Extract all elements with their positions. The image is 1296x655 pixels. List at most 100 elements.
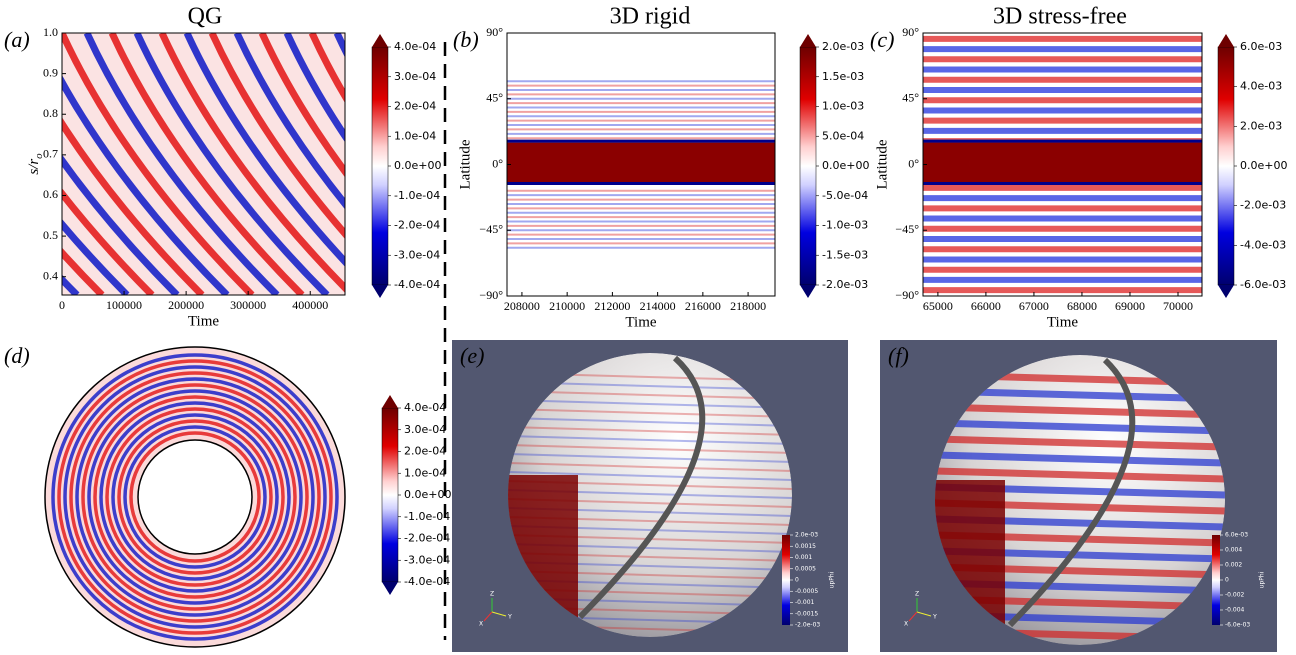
panel-label: (e) xyxy=(460,343,484,368)
colorbar-tick-label: -6.0e-03 xyxy=(1225,622,1250,629)
stripe xyxy=(62,188,155,295)
ring xyxy=(87,389,303,605)
y-tick-label: −45° xyxy=(895,222,919,236)
axis-glyph-label: Y xyxy=(507,614,512,621)
colorbar-tick-label: 0.0005 xyxy=(795,565,816,572)
ring xyxy=(81,383,309,611)
ring xyxy=(63,365,327,629)
colorbar-label: upPhi xyxy=(829,571,836,588)
plot-frame xyxy=(61,32,346,296)
colorbar-tick-label: 1.5e-03 xyxy=(822,70,864,83)
colorbar-tick-label: 4.0e-03 xyxy=(1240,80,1282,93)
colorbar-tick-label: -1.0e-04 xyxy=(404,510,450,523)
colorbar xyxy=(1212,535,1220,625)
meridian xyxy=(1007,357,1136,628)
stripe xyxy=(0,33,27,295)
y-axis-label-main: s/r xyxy=(26,159,42,175)
stripe xyxy=(62,247,105,295)
colorbar-tick-label: -0.002 xyxy=(1225,592,1245,599)
x-axis-label: Time xyxy=(625,314,656,330)
colorbar-tick-label: 4.0e-04 xyxy=(404,401,446,414)
stripe xyxy=(208,33,345,239)
stripe xyxy=(133,33,330,295)
panel-label: (f) xyxy=(888,343,909,368)
y-tick-label: 90° xyxy=(486,25,503,39)
colorbar-tick-label: -2.0e-03 xyxy=(822,278,868,291)
colorbar xyxy=(381,407,399,583)
y-axis-label-sub: o xyxy=(33,153,45,159)
panel-label: (b) xyxy=(453,27,479,52)
colorbar xyxy=(799,46,817,286)
stripe xyxy=(62,74,230,295)
x-tick-label: 65000 xyxy=(923,299,953,313)
x-tick-label: 200000 xyxy=(168,298,204,312)
colorbar-tick-label: 2.0e-03 xyxy=(822,40,864,53)
colorbar-tick-label: 3.0e-04 xyxy=(394,70,436,83)
x-tick-label: 212000 xyxy=(594,299,630,313)
axis-glyph xyxy=(908,611,918,622)
colorbar-tick-label: 6.0e-03 xyxy=(1240,40,1282,53)
band xyxy=(935,451,1225,467)
colorbar-tick-label: -2.0e-03 xyxy=(1240,199,1286,212)
colorbar-tick-label: 2.0e-04 xyxy=(394,100,436,113)
field xyxy=(0,33,345,295)
band xyxy=(508,417,792,427)
x-tick-label: 208000 xyxy=(504,299,540,313)
colorbar-tick-label: 0.0015 xyxy=(795,543,816,550)
y-tick-label: 90° xyxy=(902,25,919,39)
colorbar-tick-label: 3.0e-04 xyxy=(404,423,446,436)
ring xyxy=(99,401,291,593)
y-tick-label: 0.6 xyxy=(43,187,58,201)
stripe xyxy=(0,33,2,295)
colorbar xyxy=(371,46,389,286)
x-tick-label: 300000 xyxy=(230,298,266,312)
colorbar-tick-label: -0.0015 xyxy=(795,610,818,617)
x-tick-label: 100000 xyxy=(106,298,142,312)
colorbar-tick-label: -3.0e-04 xyxy=(404,553,450,566)
band xyxy=(508,462,792,472)
colorbar xyxy=(782,535,790,625)
colorbar-extend xyxy=(1218,34,1234,47)
band xyxy=(508,399,792,409)
colorbar-tick-label: -1.5e-03 xyxy=(822,248,868,261)
field xyxy=(923,33,1202,296)
colorbar-tick-label: 1.0e-04 xyxy=(394,129,436,142)
x-tick-label: 216000 xyxy=(685,299,721,313)
x-tick-label: 214000 xyxy=(640,299,676,313)
stripe xyxy=(283,33,345,143)
colorbar-tick-label: 0 xyxy=(795,577,799,584)
colorbar-extend xyxy=(372,34,388,47)
colorbar-tick-label: 0.0e+00 xyxy=(404,488,451,501)
colorbar-extend xyxy=(372,285,388,298)
colorbar-extend xyxy=(800,285,816,298)
colorbar-tick-label: 1.0e-04 xyxy=(404,466,446,479)
ring xyxy=(57,359,333,635)
axis-glyph xyxy=(491,611,507,617)
stripe xyxy=(62,117,205,295)
colorbar-tick-label: -1.0e-03 xyxy=(822,219,868,232)
colorbar-label: upPhi xyxy=(1259,571,1266,588)
x-axis-label: Time xyxy=(188,313,219,329)
y-axis-label: s/ro xyxy=(26,153,44,175)
band xyxy=(508,471,792,481)
y-tick-label: 0.5 xyxy=(43,228,58,242)
axis-glyph-label: Y xyxy=(932,614,937,621)
ring xyxy=(111,413,279,581)
colorbar-tick-label: -2.0e-03 xyxy=(795,622,820,629)
band xyxy=(508,390,792,400)
stripe xyxy=(183,33,345,267)
band xyxy=(935,403,1225,419)
x-tick-label: 69000 xyxy=(1115,299,1145,313)
band xyxy=(935,419,1225,435)
panel-label: (c) xyxy=(870,27,894,52)
stripe xyxy=(62,154,180,295)
y-tick-label: 45° xyxy=(486,91,503,105)
ring xyxy=(117,419,273,575)
stripe xyxy=(108,33,305,295)
ring xyxy=(129,431,261,563)
colorbar-extend xyxy=(800,34,816,47)
colorbar xyxy=(1217,46,1235,286)
colorbar-tick-label: 5.0e-04 xyxy=(822,129,864,142)
stripe xyxy=(158,33,345,293)
